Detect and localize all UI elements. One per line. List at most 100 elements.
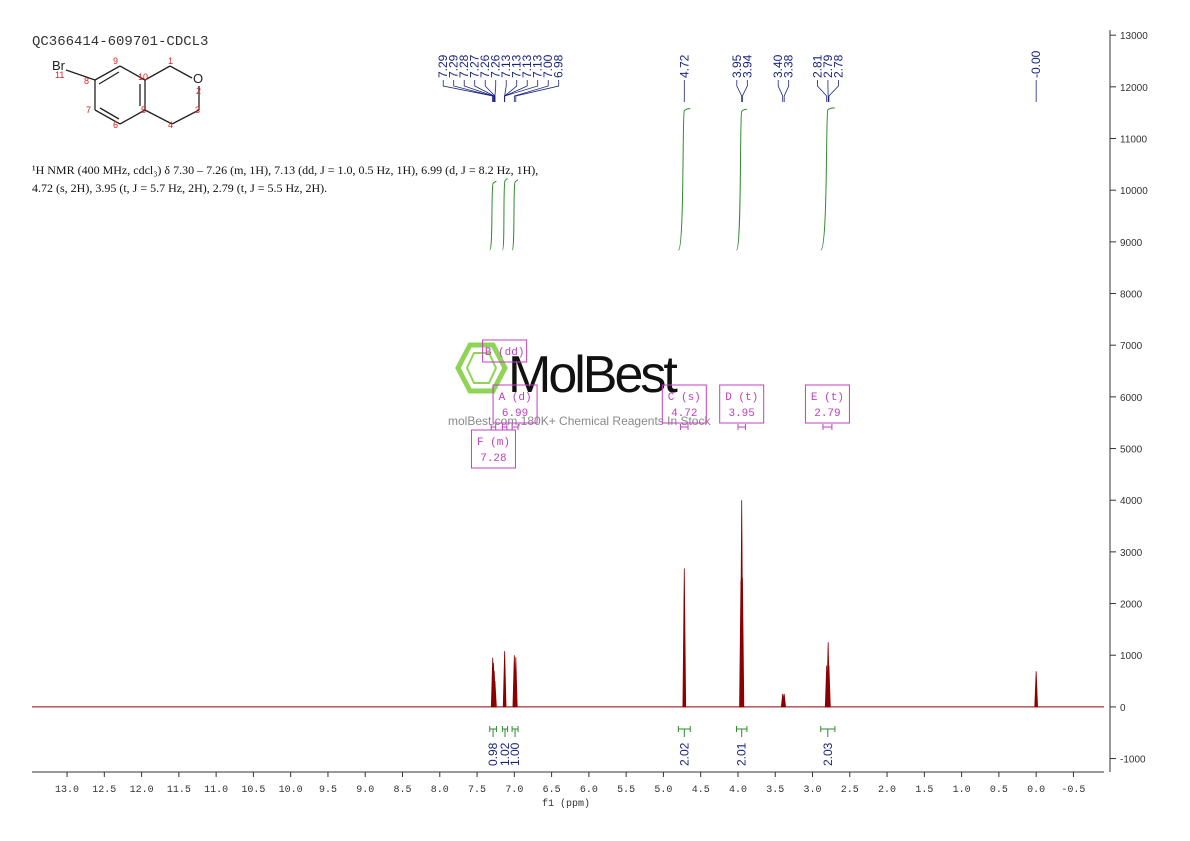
multiplet-range bbox=[490, 424, 497, 430]
multiplet-shift: 7.28 bbox=[480, 453, 506, 465]
peak bbox=[514, 657, 518, 708]
y-tick-label: 4000 bbox=[1120, 496, 1143, 507]
atom-labels: Br 11 8 9 10 1 O 2 3 4 5 6 7 bbox=[52, 56, 203, 130]
peak-label: 7.00 bbox=[541, 54, 555, 78]
x-tick-label: 10.5 bbox=[241, 785, 265, 796]
x-tick-label: 1.5 bbox=[915, 785, 933, 796]
x-tick-label: 13.0 bbox=[55, 785, 79, 796]
peak bbox=[740, 577, 745, 708]
integral-label: 1.02 bbox=[498, 742, 512, 766]
x-tick-label: 0.5 bbox=[990, 785, 1008, 796]
peak-label: 2.78 bbox=[831, 54, 845, 78]
multiplet-name: E (t) bbox=[811, 392, 844, 404]
y-tick-label: 13000 bbox=[1120, 31, 1148, 42]
integral-label: 0.98 bbox=[486, 742, 500, 766]
peak-label: 7.13 bbox=[510, 54, 524, 78]
multiplet-range bbox=[511, 424, 519, 430]
x-axis-label: f1 (ppm) bbox=[542, 798, 590, 810]
y-tick-label: 11000 bbox=[1120, 135, 1148, 146]
integral-label: 2.02 bbox=[677, 742, 691, 766]
y-tick-label: 5000 bbox=[1120, 445, 1143, 456]
integral-bracket bbox=[735, 726, 748, 737]
peak-label: 7.26 bbox=[489, 54, 503, 78]
atom-number: 5 bbox=[141, 105, 146, 115]
integral-label: 1.00 bbox=[508, 742, 522, 766]
peak-label: 4.72 bbox=[677, 54, 691, 78]
multiplet-name: D (t) bbox=[725, 392, 758, 404]
atom-number: 9 bbox=[113, 56, 118, 66]
integral-curve bbox=[677, 108, 691, 251]
y-tick-label: 8000 bbox=[1120, 290, 1143, 301]
integral-curve bbox=[511, 179, 519, 251]
integral-curve bbox=[501, 178, 508, 251]
atom-number: 7 bbox=[86, 105, 91, 115]
peak-label: 7.29 bbox=[436, 54, 450, 78]
multiplet-shift: 3.95 bbox=[728, 408, 754, 420]
peak-label: 3.40 bbox=[771, 54, 785, 78]
y-tick-label: 12000 bbox=[1120, 83, 1148, 94]
multiplet-box bbox=[719, 384, 765, 424]
peak-label-connector bbox=[474, 80, 495, 102]
x-tick-label: 7.5 bbox=[468, 785, 486, 796]
atom-number: 11 bbox=[55, 70, 64, 80]
watermark-text: molBest.com,180K+ Chemical Reagents In S… bbox=[448, 414, 711, 428]
x-tick-label: 4.5 bbox=[692, 785, 710, 796]
peak-label: -0.00 bbox=[1029, 50, 1043, 78]
x-tick-label: 5.0 bbox=[654, 785, 672, 796]
integral-bracket bbox=[511, 726, 519, 737]
peak bbox=[502, 651, 507, 708]
peak-label: 7.26 bbox=[478, 54, 492, 78]
peak-label-connector bbox=[513, 80, 549, 102]
x-tick-label: 3.5 bbox=[766, 785, 784, 796]
multiplet-shift: 4.72 bbox=[671, 408, 697, 420]
peak-label-connector bbox=[783, 80, 790, 102]
x-tick-label: 0.0 bbox=[1027, 785, 1045, 796]
peak bbox=[827, 665, 831, 708]
x-tick-label: -0.5 bbox=[1061, 785, 1085, 796]
multiplet-name: C (s) bbox=[668, 392, 701, 404]
multiplet-range bbox=[501, 424, 508, 430]
peak bbox=[1034, 671, 1038, 708]
x-tick-label: 4.0 bbox=[729, 785, 747, 796]
x-tick-label: 9.0 bbox=[356, 785, 374, 796]
integral-bracket bbox=[501, 726, 509, 737]
multiplet-name: F (m) bbox=[477, 437, 510, 449]
integral-bracket bbox=[489, 726, 497, 737]
peak-label-connector bbox=[504, 80, 539, 102]
atom-number: 8 bbox=[84, 76, 89, 86]
x-tick-label: 10.0 bbox=[279, 785, 303, 796]
x-tick-label: 8.5 bbox=[393, 785, 411, 796]
multiplet-box bbox=[804, 384, 850, 424]
peak bbox=[782, 693, 787, 708]
watermark-brand: MolBest bbox=[508, 346, 678, 404]
atom-number: 1 bbox=[168, 56, 173, 66]
y-tick-label: 1000 bbox=[1120, 651, 1143, 662]
structure bbox=[65, 65, 200, 125]
y-tick-label: 3000 bbox=[1120, 548, 1143, 559]
peak bbox=[682, 568, 687, 708]
peak bbox=[493, 681, 497, 708]
atom-label: Br bbox=[52, 58, 66, 73]
peak-label-connector bbox=[453, 80, 494, 102]
y-tick-label: 9000 bbox=[1120, 238, 1143, 249]
multiplet-range bbox=[737, 424, 746, 430]
description-line: ¹H NMR (400 MHz, cdcl₃) δ 7.30 – 7.26 (m… bbox=[32, 163, 538, 177]
multiplet-range bbox=[680, 424, 689, 430]
peak-label: 2.79 bbox=[821, 54, 835, 78]
integral-bracket bbox=[677, 726, 691, 737]
atom-number: 4 bbox=[168, 120, 173, 130]
peak-label-connector bbox=[742, 80, 748, 102]
peak-label: 7.27 bbox=[468, 54, 482, 78]
multiplet-shift: 6.99 bbox=[502, 408, 528, 420]
integral-bracket bbox=[820, 726, 836, 737]
peak-label-connector bbox=[828, 80, 839, 102]
integral-label: 2.01 bbox=[735, 742, 749, 766]
peak-label-connector bbox=[494, 80, 497, 102]
x-tick-label: 1.0 bbox=[953, 785, 971, 796]
description-line: 4.72 (s, 2H), 3.95 (t, J = 5.7 Hz, 2H), … bbox=[32, 181, 327, 195]
x-tick-label: 9.5 bbox=[319, 785, 337, 796]
multiplet-box bbox=[492, 384, 538, 424]
peak-label-connector bbox=[736, 80, 743, 102]
